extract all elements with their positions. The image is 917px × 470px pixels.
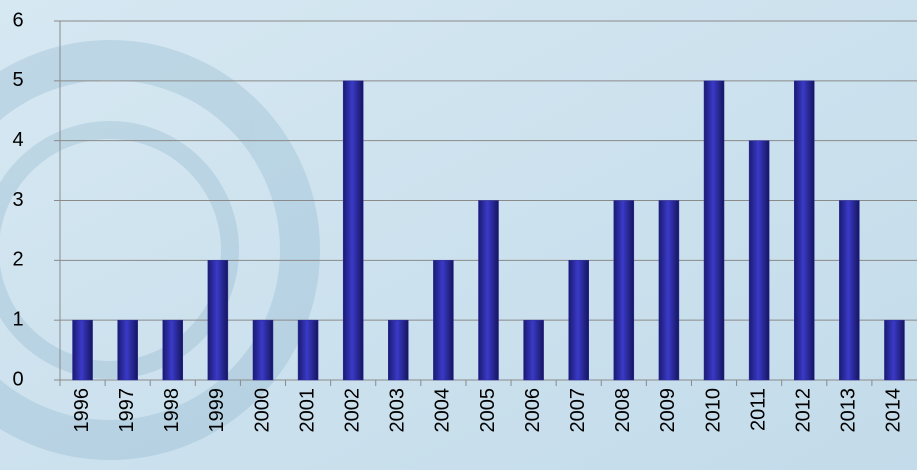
bar xyxy=(569,260,589,380)
x-tick-label: 1996 xyxy=(71,388,93,433)
x-tick-label: 2005 xyxy=(477,388,499,433)
x-tick-label: 1998 xyxy=(161,388,183,433)
bar xyxy=(253,320,273,380)
x-tick-label: 2003 xyxy=(387,388,409,433)
y-tick-label: 0 xyxy=(12,368,23,390)
x-tick-label: 2008 xyxy=(612,388,634,433)
y-tick-label: 5 xyxy=(12,69,23,91)
bar xyxy=(73,320,93,380)
x-tick-label: 2007 xyxy=(567,388,589,433)
x-tick-label: 2011 xyxy=(747,388,769,431)
x-tick-label: 2009 xyxy=(657,388,679,433)
y-tick-label: 2 xyxy=(12,249,23,271)
bar xyxy=(659,201,679,381)
bar xyxy=(388,320,408,380)
bar xyxy=(479,201,499,381)
x-tick-label: 2004 xyxy=(432,388,454,433)
bar xyxy=(118,320,138,380)
bar xyxy=(433,260,453,380)
bar xyxy=(884,320,904,380)
bar xyxy=(524,320,544,380)
x-tick-label: 2002 xyxy=(341,388,363,433)
bar xyxy=(839,201,859,381)
x-tick-label: 1997 xyxy=(116,388,138,433)
x-tick-label: 2013 xyxy=(838,388,860,433)
y-tick-label: 3 xyxy=(12,189,23,211)
bar xyxy=(749,141,769,380)
x-tick-label: 2001 xyxy=(296,388,318,433)
x-tick-label: 2000 xyxy=(251,388,273,433)
y-tick-label: 6 xyxy=(12,9,23,31)
x-tick-label: 2014 xyxy=(883,388,905,433)
chart: 0 1 2 3 4 5 6 1996 1997 1998 1999 2000 2001 2002 2003 2… xyxy=(0,0,917,470)
bar xyxy=(794,81,814,380)
bar xyxy=(208,260,228,380)
bar xyxy=(343,81,363,380)
page: {"chart_data": {"type": "bar", "categori… xyxy=(0,0,917,470)
x-tick-label: 2012 xyxy=(793,388,815,433)
y-tick-label: 1 xyxy=(12,308,23,330)
bar xyxy=(704,81,724,380)
bar xyxy=(298,320,318,380)
y-tick-label: 4 xyxy=(12,129,23,151)
x-tick-label: 2006 xyxy=(522,388,544,433)
bar xyxy=(614,201,634,381)
bar xyxy=(163,320,183,380)
x-tick-label: 2010 xyxy=(702,388,724,433)
x-tick-label: 1999 xyxy=(206,388,228,433)
